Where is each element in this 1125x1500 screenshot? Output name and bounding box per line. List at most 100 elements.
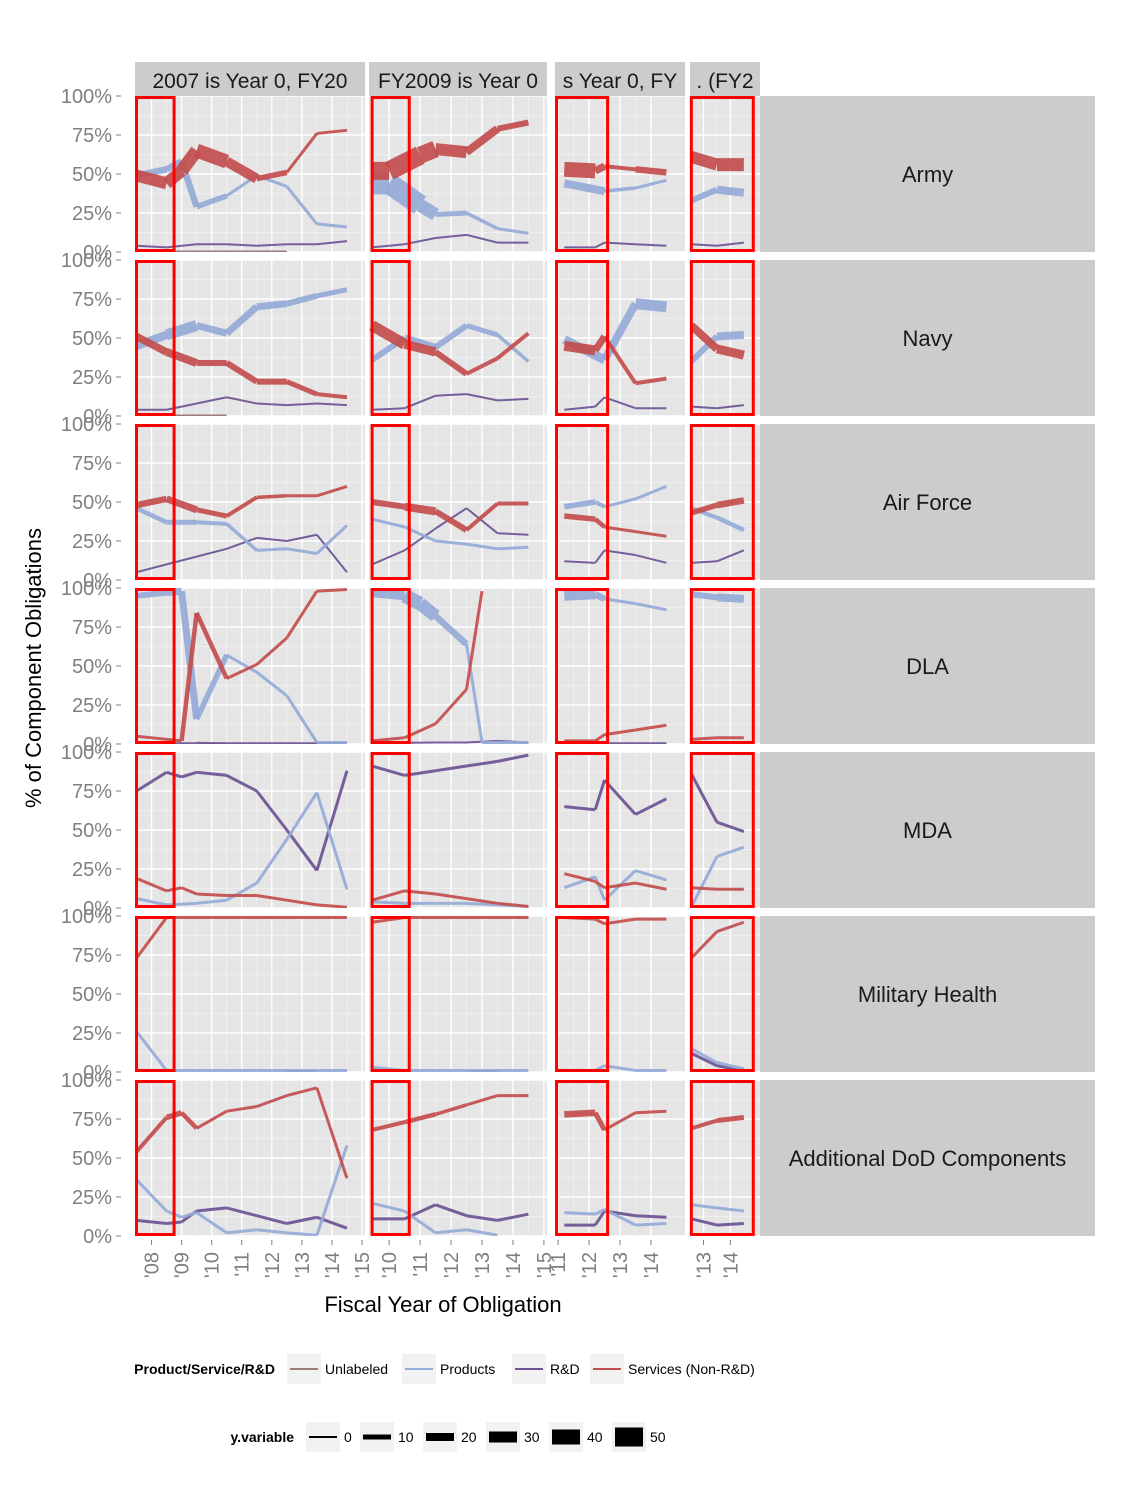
series-segment-r-d: [594, 549, 606, 564]
y-tick-label: 75%: [72, 289, 112, 311]
size-legend-item-40: 40: [549, 1422, 603, 1452]
series-segment-products: [196, 520, 227, 526]
series-segment-r-d: [196, 547, 227, 558]
panel-navy-col4: [689, 259, 760, 417]
row-strip-label: Air Force: [883, 490, 972, 515]
series-segment-r-d: [634, 797, 668, 816]
series-segment-products: [716, 1206, 745, 1213]
series-lines: [563, 485, 667, 564]
series-segment-products: [256, 300, 288, 311]
series-segment-services-non-r-d: [226, 1105, 257, 1113]
x-tick-label: '12: [579, 1252, 601, 1278]
x-tick-label: '15: [534, 1252, 556, 1278]
series-segment-products: [563, 499, 596, 510]
panel-army-col1: [135, 95, 365, 253]
series-segment-r-d: [603, 779, 637, 816]
size-legend-item-30: 30: [486, 1422, 540, 1452]
series-segment-services-non-r-d: [603, 1111, 637, 1132]
legend-item-label: 10: [398, 1429, 414, 1445]
series-segment-r-d: [466, 759, 498, 768]
series-segment-services-non-r-d: [371, 736, 405, 743]
highlight-box: [555, 916, 610, 1072]
series-segment-products: [285, 791, 319, 841]
series-segment-products: [634, 485, 667, 501]
series-segment-products: [604, 186, 636, 193]
series-segment-services-non-r-d: [604, 917, 636, 926]
series-segment-services-non-r-d: [384, 146, 425, 180]
series-segment-r-d: [594, 241, 605, 249]
series-segment-services-non-r-d: [434, 143, 468, 159]
column-strip-2: FY2009 is Year 0: [369, 62, 547, 96]
series-segment-r-d: [593, 1210, 606, 1226]
series-segment-services-non-r-d: [256, 494, 287, 500]
series-segment-products: [195, 1211, 228, 1235]
panel-air-force-col3: [555, 423, 685, 581]
series-segment-r-d: [716, 549, 745, 563]
series-segment-products: [564, 589, 596, 601]
x-tick-label: '10: [202, 1252, 224, 1278]
series-segment-services-non-r-d: [316, 588, 348, 593]
series-segment-r-d: [255, 790, 289, 831]
series-segment-services-non-r-d: [465, 356, 499, 376]
y-tick-label: 75%: [72, 453, 112, 475]
y-tick-label: 100%: [61, 742, 112, 764]
series-segment-r-d: [196, 770, 227, 777]
series-segment-services-non-r-d: [635, 530, 667, 538]
x-tick-label: '11: [410, 1252, 432, 1277]
series-segment-products: [135, 506, 168, 525]
series-segment-products: [690, 186, 719, 204]
series-segment-services-non-r-d: [225, 360, 259, 385]
series-segment-services-non-r-d: [594, 880, 606, 889]
series-segment-services-non-r-d: [179, 1111, 199, 1130]
series-segment-products: [255, 838, 289, 884]
color-legend-item-r-d: R&D: [512, 1354, 580, 1384]
series-segment-services-non-r-d: [194, 144, 230, 169]
series-segment-products: [415, 598, 440, 622]
series-segment-r-d: [371, 549, 405, 566]
series-segment-services-non-r-d: [690, 502, 718, 516]
series-segment-products: [285, 185, 319, 225]
highlight-box: [370, 588, 411, 744]
color-legend-title: Product/Service/R&D: [134, 1361, 275, 1377]
series-segment-r-d: [181, 770, 198, 779]
series-segment-products: [716, 593, 745, 603]
series-segment-products: [691, 1203, 718, 1210]
series-segment-services-non-r-d: [434, 688, 468, 725]
series-lines: [690, 591, 745, 741]
series-segment-services-non-r-d: [136, 734, 167, 741]
highlight-box: [135, 1080, 176, 1236]
panel-mda-col4: [689, 751, 760, 909]
series-segment-services-non-r-d: [176, 146, 202, 175]
size-legend-title: y.variable: [230, 1429, 294, 1445]
panel-army-col3: [555, 95, 685, 253]
y-tick-label: 75%: [72, 617, 112, 639]
series-segment-services-non-r-d: [196, 892, 227, 898]
series-segment-services-non-r-d: [691, 736, 718, 741]
y-tick-label: 50%: [72, 164, 112, 186]
series-lines: [135, 770, 349, 908]
series-segment-r-d: [466, 393, 498, 402]
series-segment-services-non-r-d: [433, 349, 469, 377]
series-segment-r-d: [136, 244, 167, 249]
y-tick-label: 0%: [83, 734, 112, 756]
size-legend: y.variable 0 10 20 30 40 50: [230, 1422, 666, 1452]
y-tick-label: 0%: [83, 242, 112, 264]
series-lines: [562, 298, 667, 411]
panel-mda-col3: [555, 751, 685, 909]
highlight-box: [555, 96, 610, 252]
series-segment-products: [401, 589, 424, 610]
row-strip-army: Army: [760, 96, 1095, 252]
series-segment-products: [634, 298, 667, 313]
series-segment-r-d: [166, 555, 197, 566]
series-segment-services-non-r-d: [563, 161, 596, 179]
y-tick-label: 100%: [61, 250, 112, 272]
y-tick-label: 50%: [72, 1148, 112, 1170]
series-segment-products: [594, 500, 606, 509]
row-strip-navy: Navy: [760, 260, 1095, 416]
series-segment-products: [690, 855, 719, 908]
x-tick-label: '13: [292, 1252, 314, 1278]
column-strip-bg: [555, 62, 685, 96]
series-segment-products: [286, 547, 318, 555]
series-segment-services-non-r-d: [135, 916, 168, 960]
panel-military-health-col2: [369, 915, 547, 1073]
